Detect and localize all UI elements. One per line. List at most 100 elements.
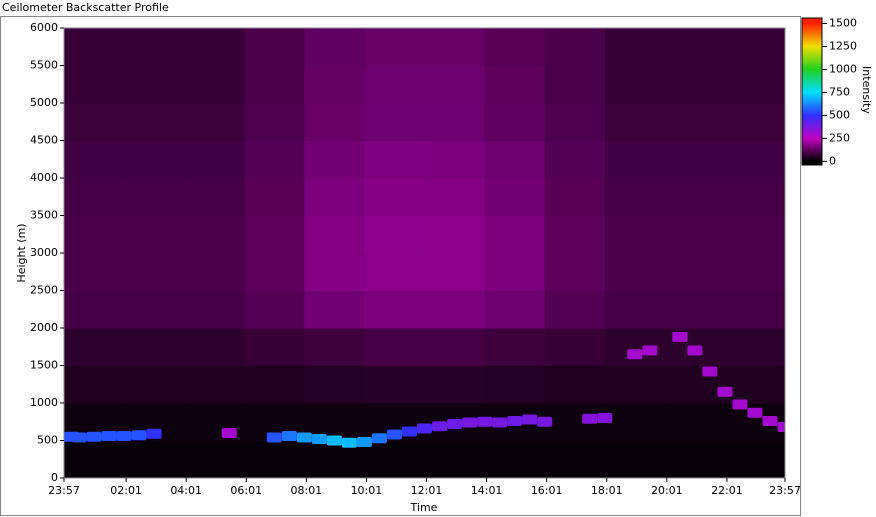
layer-cell: [597, 413, 613, 423]
colorbar-tick-label: 0: [829, 154, 836, 167]
layer-cell: [582, 413, 598, 424]
heatmap-cell: [724, 440, 786, 479]
heatmap-cell: [544, 290, 606, 329]
layer-cell: [762, 416, 778, 426]
heatmap-cell: [124, 215, 185, 254]
heatmap-cell: [304, 365, 365, 404]
heatmap-cell: [184, 65, 245, 104]
y-tick-label: 0: [51, 471, 58, 484]
heatmap-cell: [184, 140, 245, 179]
colorbar-tick-label: 1250: [829, 39, 857, 52]
layer-cell: [747, 407, 763, 418]
heatmap-cell: [604, 178, 666, 216]
heatmap-cell: [244, 65, 305, 104]
heatmap-cell: [484, 178, 546, 216]
heatmap-cell: [604, 403, 666, 441]
layer-cell: [266, 432, 282, 443]
heatmap-cell: [304, 28, 365, 66]
heatmap-cell: [364, 290, 425, 329]
layer-cell: [522, 414, 538, 425]
layer-cell: [71, 432, 87, 443]
heatmap-cell: [304, 178, 365, 216]
heatmap-cell: [244, 328, 305, 366]
heatmap-cell: [544, 103, 606, 141]
heatmap-cell: [64, 28, 125, 66]
heatmap-cell: [364, 103, 425, 141]
heatmap-cell: [604, 365, 666, 404]
heatmap-cell: [424, 440, 486, 479]
heatmap-cell: [424, 140, 486, 179]
heatmap-cell: [664, 178, 726, 216]
layer-cell: [732, 399, 748, 410]
layer-cell: [281, 431, 297, 441]
y-tick-label: 2500: [30, 284, 58, 297]
layer-cell: [371, 433, 387, 444]
heatmap-cell: [544, 328, 606, 366]
heatmap-cell: [724, 328, 786, 366]
heatmap-cell: [124, 290, 185, 329]
heatmap-cell: [424, 328, 486, 366]
heatmap-cell: [364, 28, 425, 66]
heatmap-cell: [64, 65, 125, 104]
heatmap-cell: [664, 215, 726, 254]
heatmap-cell: [424, 290, 486, 329]
heatmap-cell: [664, 28, 726, 66]
heatmap-cell: [484, 215, 546, 254]
heatmap-cell: [544, 365, 606, 404]
heatmap-cell: [64, 253, 125, 291]
heatmap-cell: [244, 253, 305, 291]
heatmap-cell: [484, 140, 546, 179]
x-tick-label: 16:01: [531, 484, 563, 497]
colorbar-label: Intensity: [860, 66, 873, 114]
heatmap-cell: [424, 253, 486, 291]
x-tick-label: 10:01: [351, 484, 383, 497]
heatmap-cell: [244, 290, 305, 329]
heatmap-cell: [244, 103, 305, 141]
heatmap-cell: [304, 65, 365, 104]
x-tick-label: 14:01: [471, 484, 503, 497]
x-tick-label: 20:01: [651, 484, 683, 497]
heatmap-cell: [424, 215, 486, 254]
heatmap-cell: [64, 290, 125, 329]
heatmap-cell: [424, 28, 486, 66]
heatmap-cell: [364, 440, 425, 479]
layer-cell: [311, 434, 327, 444]
layer-cell: [687, 345, 703, 356]
heatmap-cell: [484, 103, 546, 141]
colorbar-tick-label: 750: [829, 85, 850, 98]
heatmap-cell: [544, 253, 606, 291]
heatmap-cell: [424, 365, 486, 404]
y-tick-label: 3500: [30, 209, 58, 222]
y-tick-label: 5500: [30, 59, 58, 72]
heatmap-cell: [484, 253, 546, 291]
heatmap-cell: [724, 28, 786, 66]
layer-cell: [416, 423, 433, 434]
heatmap-cell: [244, 140, 305, 179]
heatmap-cell: [364, 328, 425, 366]
heatmap-cell: [484, 365, 546, 404]
heatmap-cell: [64, 328, 125, 366]
heatmap-cell: [304, 290, 365, 329]
heatmap-cell: [544, 440, 606, 479]
heatmap-cell: [64, 178, 125, 216]
heatmap-cell: [544, 178, 606, 216]
x-tick-label: 06:01: [230, 484, 262, 497]
layer-cell: [296, 432, 312, 443]
heatmap-cell: [124, 365, 185, 404]
layer-cell: [146, 428, 162, 439]
y-tick-label: 4500: [30, 134, 58, 147]
layer-cell: [447, 419, 463, 429]
layer-cell: [86, 431, 102, 442]
heatmap-cell: [124, 65, 185, 104]
heatmap-cell: [304, 140, 365, 179]
heatmap-cell: [184, 215, 245, 254]
heatmap-cell: [664, 440, 726, 479]
x-tick-label: 22:01: [711, 484, 743, 497]
heatmap-cell: [184, 253, 245, 291]
x-tick-label: 18:01: [591, 484, 623, 497]
heatmap-cell: [664, 103, 726, 141]
heatmap-cell: [484, 328, 546, 366]
heatmap-cell: [604, 103, 666, 141]
layer-cell: [777, 422, 785, 432]
heatmap-cell: [724, 65, 786, 104]
